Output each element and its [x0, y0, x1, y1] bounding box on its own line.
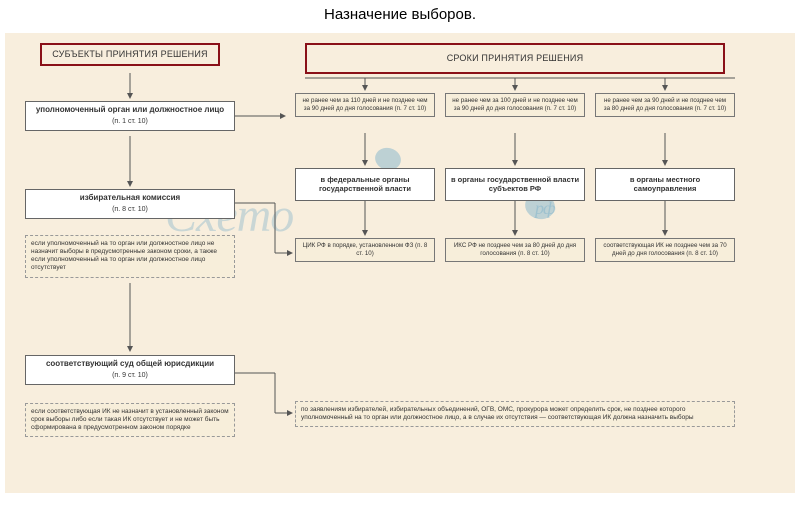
page-title: Назначение выборов. — [0, 0, 800, 33]
c1-mid: в федеральные органы государственной вла… — [295, 168, 435, 201]
watermark-tag: рф — [535, 198, 555, 219]
c2-bot: ИКС РФ не позднее чем за 80 дней до дня … — [445, 238, 585, 262]
box-court: соответствующий суд общей юрисдикции (п.… — [25, 355, 235, 385]
header-terms: СРОКИ ПРИНЯТИЯ РЕШЕНИЯ — [305, 43, 725, 74]
c1-top: не ранее чем за 110 дней и не позднее че… — [295, 93, 435, 117]
c3-top: не ранее чем за 90 дней и не позднее чем… — [595, 93, 735, 117]
c3-bot: соответствующая ИК не позднее чем за 70 … — [595, 238, 735, 262]
court-title: соответствующий суд общей юрисдикции — [46, 359, 214, 368]
c2-mid: в органы государственной власти субъекто… — [445, 168, 585, 201]
c2-top: не ранее чем за 100 дней и не позднее че… — [445, 93, 585, 117]
note-court: если соответствующая ИК не назначит в ус… — [25, 403, 235, 437]
court-detail: по заявлениям избирателей, избирательных… — [295, 401, 735, 427]
authority-title: уполномоченный орган или должностное лиц… — [36, 105, 224, 114]
note-commission: если уполномоченный на то орган или долж… — [25, 235, 235, 278]
box-commission: избирательная комиссия (п. 8 ст. 10) — [25, 189, 235, 219]
commission-ref: (п. 8 ст. 10) — [30, 206, 230, 215]
header-subjects: СУБЪЕКТЫ ПРИНЯТИЯ РЕШЕНИЯ — [40, 43, 220, 66]
c3-mid: в органы местного самоуправления — [595, 168, 735, 201]
authority-ref: (п. 1 ст. 10) — [30, 118, 230, 127]
court-ref: (п. 9 ст. 10) — [30, 372, 230, 381]
diagram-canvas: Cxemo http://cxemo.рф рф СУБЪЕКТЫ ПРИНЯТ… — [5, 33, 795, 493]
commission-title: избирательная комиссия — [80, 193, 180, 202]
c1-bot: ЦИК РФ в порядке, установленном ФЗ (п. 8… — [295, 238, 435, 262]
box-authority: уполномоченный орган или должностное лиц… — [25, 101, 235, 131]
